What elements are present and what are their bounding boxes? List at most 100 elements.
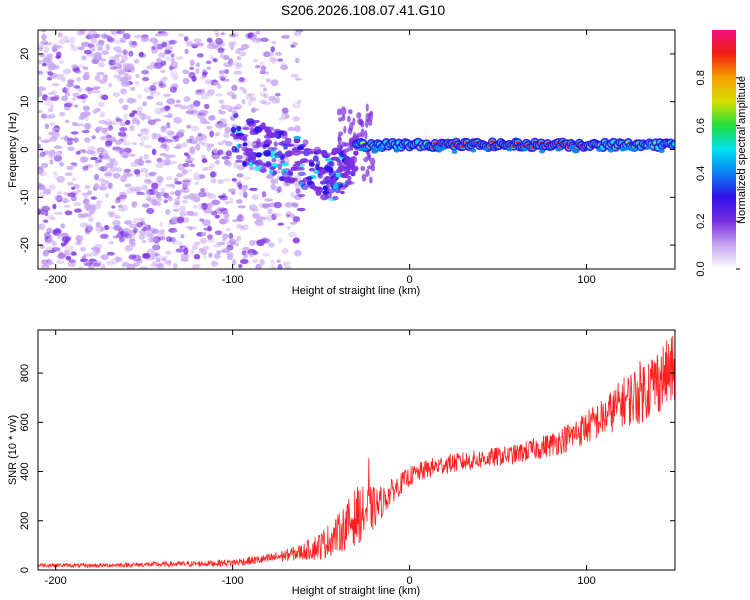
heatmap-blob [162, 255, 168, 260]
heatmap-blob [191, 42, 200, 47]
heatmap-blob [200, 74, 205, 81]
heatmap-blob [254, 159, 264, 165]
heatmap-blob [330, 150, 337, 156]
heatmap-blob [125, 172, 134, 177]
heatmap-blob [190, 109, 198, 116]
heatmap-blob [71, 97, 77, 101]
heatmap-blob [180, 105, 187, 110]
heatmap-blob [316, 160, 321, 168]
heatmap-blob [88, 216, 94, 223]
heatmap-blob [101, 50, 109, 55]
heatmap-blob [119, 60, 125, 64]
heatmap-blob [228, 197, 234, 204]
heatmap-blob [38, 184, 46, 191]
heatmap-blob [196, 203, 204, 210]
heatmap-blob [230, 126, 237, 133]
heatmap-blob [109, 212, 118, 218]
heatmap-blob [118, 194, 128, 200]
heatmap-blob [283, 176, 292, 183]
heatmap-blob [231, 191, 236, 195]
heatmap-blob [98, 186, 108, 191]
heatmap-blob [140, 220, 146, 226]
heatmap-blob [85, 213, 93, 217]
heatmap-blob [160, 125, 166, 131]
snr-ytick-label: 200 [19, 512, 31, 530]
heatmap-blob [132, 254, 142, 262]
heatmap-blob [44, 46, 50, 53]
heatmap-blob [150, 171, 158, 175]
heatmap-blob [64, 91, 71, 97]
heatmap-blob [158, 52, 166, 58]
heatmap-blob [216, 206, 225, 210]
heatmap-blob [228, 63, 234, 67]
heatmap-blob [108, 60, 114, 67]
heatmap-blob [51, 127, 60, 131]
heatmap-blob [268, 95, 277, 101]
heatmap-blob [170, 53, 175, 58]
heatmap-blob [163, 114, 173, 118]
heatmap-blob [151, 148, 157, 156]
heatmap-blob [217, 179, 224, 185]
heatmap-blob [235, 125, 242, 132]
heatmap-blob [99, 233, 109, 239]
heatmap-blob [226, 140, 232, 147]
heatmap-blob [265, 78, 271, 83]
heatmap-blob [235, 49, 241, 54]
heatmap-blob [284, 202, 293, 208]
heatmap-blob [353, 150, 359, 156]
heatmap-blob [572, 149, 579, 154]
heatmap-blob [154, 33, 164, 37]
heatmap-blob [126, 97, 135, 104]
heatmap-blob [90, 48, 96, 52]
heatmap-blob [52, 132, 60, 139]
heatmap-blob [111, 32, 118, 36]
heatmap-blob [190, 125, 200, 132]
heatmap-blob [71, 177, 77, 182]
heatmap-blob [282, 33, 291, 38]
spectrogram-y-label: Frequency (Hz) [7, 112, 19, 188]
heatmap-blob [97, 166, 103, 171]
heatmap-blob [123, 234, 133, 239]
heatmap-blob [182, 69, 190, 75]
heatmap-blob [273, 201, 282, 209]
heatmap-blob [246, 93, 256, 97]
heatmap-blob [194, 181, 199, 185]
heatmap-blob [269, 134, 278, 138]
heatmap-blob [294, 57, 300, 64]
heatmap-blob [148, 232, 154, 237]
heatmap-blob [249, 239, 255, 247]
heatmap-blob [175, 99, 182, 104]
heatmap-blob [201, 158, 208, 164]
heatmap-blob [236, 181, 242, 188]
heatmap-blob [144, 252, 151, 259]
heatmap-blob [171, 239, 179, 245]
heatmap-blob [217, 47, 225, 54]
heatmap-blob [298, 163, 305, 167]
heatmap-blob [46, 261, 55, 265]
spectrogram-ytick-label: 0 [19, 146, 31, 152]
heatmap-blob [186, 124, 192, 129]
heatmap-blob [278, 141, 285, 146]
heatmap-blob [185, 110, 195, 115]
heatmap-blob [129, 186, 136, 192]
heatmap-blob [112, 172, 121, 179]
heatmap-blob [110, 225, 119, 230]
heatmap-blob [255, 140, 262, 148]
heatmap-blob [159, 221, 164, 227]
heatmap-blob [151, 182, 159, 190]
heatmap-blob [179, 210, 188, 217]
heatmap-blob [287, 126, 297, 132]
heatmap-blob [161, 257, 167, 262]
heatmap-blob [263, 143, 270, 148]
heatmap-blob [267, 208, 273, 215]
heatmap-blob [186, 138, 193, 144]
heatmap-blob [269, 57, 277, 62]
heatmap-blob [216, 84, 222, 90]
heatmap-blob [337, 136, 342, 144]
heatmap-blob [238, 77, 245, 83]
heatmap-blob [265, 71, 270, 75]
heatmap-blob [181, 179, 191, 184]
heatmap-blob [336, 108, 342, 116]
heatmap-blob [134, 34, 142, 39]
heatmap-blob [248, 251, 254, 258]
